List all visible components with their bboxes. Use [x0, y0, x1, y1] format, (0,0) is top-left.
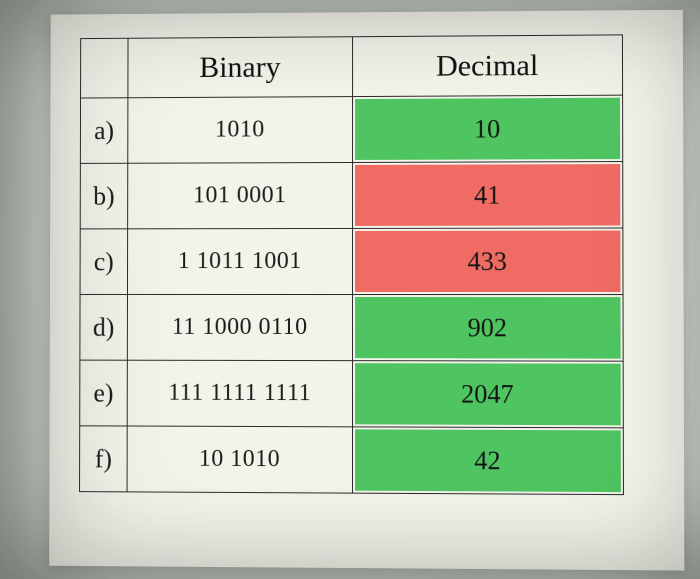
binary-cell: 10 1010	[127, 426, 352, 493]
table-row: b)101 0001 41	[80, 162, 623, 229]
binary-cell: 111 1111 1111	[127, 360, 352, 427]
decimal-cell: 902	[353, 295, 624, 362]
header-corner	[81, 38, 128, 98]
header-binary: Binary	[128, 37, 353, 98]
row-label: f)	[80, 426, 128, 492]
decimal-value: 902	[468, 313, 507, 343]
table-row: c)1 1011 1001 433	[80, 228, 623, 295]
decimal-cell: 2047	[353, 361, 624, 428]
decimal-value: 10	[474, 114, 500, 144]
row-label: d)	[80, 294, 128, 360]
binary-cell: 11 1000 0110	[127, 294, 352, 360]
conversion-table: Binary Decimal a)101010b)101 000141c)1 1…	[79, 34, 624, 495]
binary-cell: 1010	[128, 97, 353, 164]
decimal-value: 2047	[461, 379, 514, 409]
conversion-table-wrap: Binary Decimal a)101010b)101 000141c)1 1…	[79, 34, 624, 495]
decimal-value: 41	[474, 180, 500, 210]
row-label: c)	[80, 229, 128, 295]
binary-cell: 1 1011 1001	[127, 228, 352, 294]
table-row: a)101010	[80, 95, 622, 163]
header-decimal: Decimal	[353, 35, 623, 97]
table-row: f)10 1010 42	[80, 426, 624, 495]
decimal-cell: 433	[353, 228, 623, 295]
table-body: a)101010b)101 000141c)1 1011 1001433d)11…	[80, 95, 624, 494]
header-row: Binary Decimal	[81, 35, 623, 98]
row-label: e)	[80, 360, 128, 426]
table-row: d)11 1000 0110 902	[80, 294, 623, 361]
decimal-cell: 10	[353, 95, 623, 162]
row-label: b)	[80, 163, 128, 229]
paper-sheet: Binary Decimal a)101010b)101 000141c)1 1…	[49, 10, 684, 571]
decimal-value: 42	[474, 445, 500, 475]
table-row: e)111 1111 1111 2047	[80, 360, 624, 428]
decimal-cell: 42	[352, 427, 623, 495]
row-label: a)	[80, 98, 128, 164]
binary-cell: 101 0001	[128, 162, 353, 228]
decimal-cell: 41	[353, 162, 623, 229]
decimal-value: 433	[468, 246, 507, 276]
